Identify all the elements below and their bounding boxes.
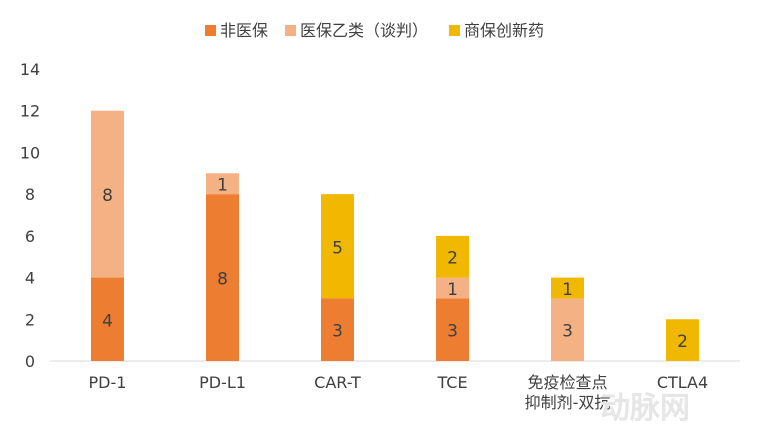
bar-4-series-1 (551, 298, 584, 361)
data-label-4-series-1: 3 (562, 322, 573, 342)
bar-0-series-0 (91, 277, 124, 361)
data-label-4-series-2: 1 (562, 280, 573, 300)
y-tick-label-4: 4 (25, 269, 35, 288)
x-tick-label-line: 免疫检查点 (527, 373, 607, 392)
x-tick-label-line: PD-L1 (199, 373, 246, 392)
y-tick-label-0: 0 (25, 352, 35, 371)
x-tick-label-3: TCE (436, 373, 467, 392)
legend-swatch-1 (285, 25, 296, 36)
data-label-1-series-0: 8 (217, 270, 228, 290)
data-label-1-series-1: 1 (217, 176, 228, 196)
x-tick-label-line: 抑制剂-双抗 (525, 393, 611, 412)
legend: 非医保 医保乙类（谈判） 商保创新药 (205, 21, 544, 40)
y-tick-label-8: 8 (25, 185, 35, 204)
legend-swatch-0 (205, 25, 216, 36)
legend-label-1: 医保乙类（谈判） (300, 21, 428, 40)
y-tick-label-10: 10 (20, 143, 40, 162)
data-label-5-series-2: 2 (677, 332, 688, 352)
y-tick-label-14: 14 (20, 60, 40, 79)
x-tick-label-5: CTLA4 (657, 373, 708, 392)
x-tick-label-0: PD-1 (89, 373, 127, 392)
x-tick-label-line: TCE (436, 373, 467, 392)
data-label-3-series-1: 1 (447, 280, 458, 300)
data-label-0-series-0: 4 (102, 311, 113, 331)
data-label-2-series-2: 5 (332, 238, 343, 258)
data-label-3-series-2: 2 (447, 249, 458, 269)
bar-4-series-2 (551, 277, 584, 299)
legend-swatch-2 (449, 25, 460, 36)
bar-5-series-2 (666, 319, 699, 361)
x-tick-label-line: PD-1 (89, 373, 127, 392)
data-label-3-series-0: 3 (447, 322, 458, 342)
bar-1-series-1 (206, 173, 239, 195)
watermark-text: 动脉网 (600, 391, 690, 426)
y-tick-label-12: 12 (20, 102, 40, 121)
bar-3-series-2 (436, 235, 469, 278)
bar-2-series-0 (321, 298, 354, 361)
bar-2-series-2 (321, 194, 354, 299)
y-tick-label-2: 2 (25, 310, 35, 329)
watermark: 动脉网 (600, 391, 690, 426)
data-label-0-series-1: 8 (102, 186, 113, 206)
bars: 4 8 8 1 3 5 3 1 2 3 1 2 (91, 110, 699, 361)
x-tick-label-2: CAR-T (314, 373, 361, 392)
bar-1-series-0 (206, 194, 239, 361)
bar-3-series-0 (436, 298, 469, 361)
y-axis: 0 2 4 6 8 10 12 14 (20, 60, 40, 371)
y-tick-label-6: 6 (25, 227, 35, 246)
x-tick-label-line: CTLA4 (657, 373, 708, 392)
x-tick-label-1: PD-L1 (199, 373, 246, 392)
bar-3-series-1 (436, 277, 469, 299)
legend-label-0: 非医保 (220, 21, 268, 40)
data-label-2-series-0: 3 (332, 322, 343, 342)
legend-label-2: 商保创新药 (464, 21, 544, 40)
bar-0-series-1 (91, 110, 124, 278)
x-tick-label-line: CAR-T (314, 373, 361, 392)
